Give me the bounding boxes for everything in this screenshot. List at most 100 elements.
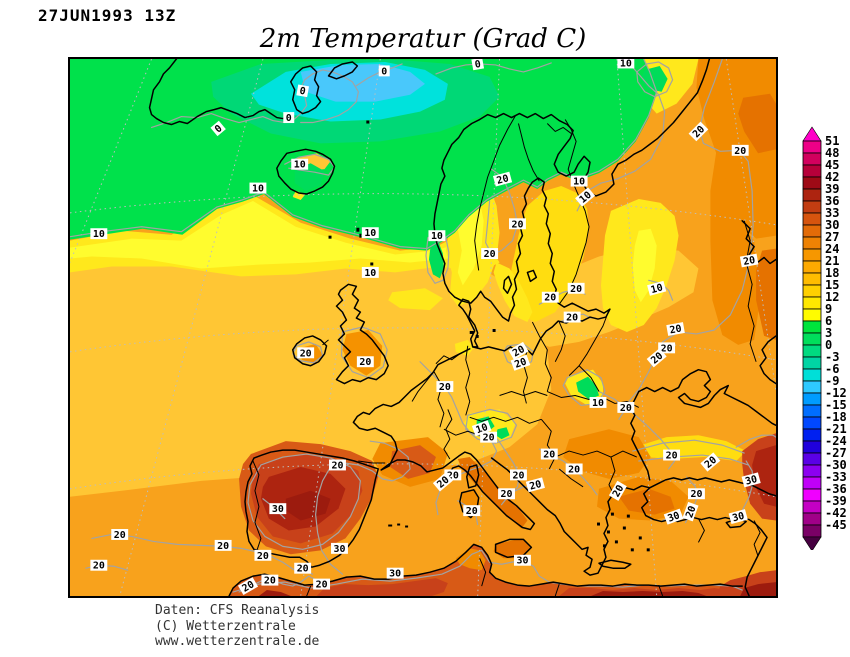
contour-label: 20 <box>90 559 108 572</box>
colorbar-tick: 0 <box>825 338 832 352</box>
svg-text:20: 20 <box>439 382 451 393</box>
colorbar-tick: -36 <box>825 482 847 496</box>
page-title: 2m Temperatur (Grad C) <box>259 24 587 54</box>
contour-label: 20 <box>541 291 559 304</box>
colorbar-band <box>802 236 822 250</box>
svg-text:20: 20 <box>297 564 309 575</box>
svg-text:10: 10 <box>431 231 443 242</box>
contour-label: 10 <box>361 266 379 279</box>
contour-label: 10 <box>647 280 667 296</box>
contour-label: 20 <box>254 549 272 562</box>
svg-text:20: 20 <box>332 460 344 471</box>
colorbar-tick: -21 <box>825 422 847 436</box>
colorbar-band <box>802 200 822 214</box>
contour-label: 20 <box>563 311 581 324</box>
colorbar-band <box>802 272 822 286</box>
contour-label: 20 <box>313 578 331 591</box>
svg-text:30: 30 <box>389 569 401 580</box>
colorbar-tick: -12 <box>825 386 847 400</box>
contour-label: 20 <box>510 469 527 481</box>
svg-text:30: 30 <box>333 544 345 555</box>
colorbar-tick: 24 <box>825 242 839 256</box>
contour-label: 20 <box>492 171 513 187</box>
contour-label: 20 <box>663 449 681 462</box>
contour-label: 10 <box>617 59 635 69</box>
colorbar-tick: 12 <box>825 290 839 304</box>
colorbar-band <box>802 296 822 310</box>
contour-label: 20 <box>567 282 585 295</box>
svg-text:20: 20 <box>93 561 105 572</box>
colorbar-band <box>802 392 822 406</box>
colorbar-band <box>802 500 822 514</box>
contour-label: 20 <box>498 488 515 500</box>
colorbar-tick: -39 <box>825 494 847 508</box>
contour-label: 20 <box>617 401 635 414</box>
colorbar-tick: 33 <box>825 206 839 220</box>
contour-label: 20 <box>540 448 558 461</box>
svg-text:20: 20 <box>566 313 578 324</box>
contour-label: 30 <box>741 472 761 488</box>
svg-text:20: 20 <box>513 356 528 370</box>
colorbar-tick: 42 <box>825 170 839 184</box>
contour-label: 20 <box>731 144 749 157</box>
svg-text:20: 20 <box>734 146 746 157</box>
svg-text:10: 10 <box>592 398 604 409</box>
colorbar-band <box>802 464 822 478</box>
svg-text:10: 10 <box>650 282 664 296</box>
svg-text:10: 10 <box>573 177 585 188</box>
svg-text:20: 20 <box>316 580 328 591</box>
attribution-source: Daten: CFS Reanalysis <box>155 603 320 618</box>
temperature-fill-regions <box>70 59 776 596</box>
svg-text:20: 20 <box>359 357 371 368</box>
contour-label: 10 <box>90 228 108 240</box>
contour-label: 10 <box>361 227 379 239</box>
colorbar-band <box>802 344 822 358</box>
attribution: Daten: CFS Reanalysis (C) Wetterzentrale… <box>155 603 319 650</box>
attribution-url: www.wetterzentrale.de <box>155 634 320 649</box>
contour-label: 20 <box>739 253 759 268</box>
contour-label: 20 <box>565 463 583 475</box>
colorbar-arrow-bottom <box>802 536 822 550</box>
svg-text:20: 20 <box>611 483 627 499</box>
colorbar-tick: 39 <box>825 182 839 196</box>
contour-label: 20 <box>682 501 699 522</box>
colorbar-band <box>802 524 822 538</box>
contour-label: 20 <box>329 459 346 471</box>
colorbar-tick: 21 <box>825 254 839 268</box>
colorbar-tick: 15 <box>825 278 839 292</box>
svg-text:10: 10 <box>93 229 105 240</box>
contour-label: 10 <box>291 158 309 171</box>
svg-text:20: 20 <box>241 579 257 594</box>
colorbar-tick: -3 <box>825 350 839 364</box>
svg-text:20: 20 <box>511 219 523 230</box>
colorbar-band <box>802 152 822 166</box>
colorbar-tick: -45 <box>825 518 847 532</box>
svg-text:20: 20 <box>620 403 632 414</box>
contour-label: 20 <box>509 218 526 230</box>
contour-label-layer: 0000010101010101010101010101020202020202… <box>90 59 761 596</box>
colorbar-tick: 48 <box>825 146 839 160</box>
svg-text:20: 20 <box>114 530 126 541</box>
colorbar-band <box>802 248 822 262</box>
colorbar-band <box>802 488 822 502</box>
svg-text:20: 20 <box>257 551 269 562</box>
svg-text:20: 20 <box>544 293 556 304</box>
svg-text:30: 30 <box>666 510 681 524</box>
svg-text:10: 10 <box>364 228 376 239</box>
colorbar-tick: -18 <box>825 410 847 424</box>
svg-text:30: 30 <box>731 511 745 525</box>
contour-label: 0 <box>210 120 226 137</box>
svg-text:20: 20 <box>511 344 527 359</box>
svg-text:20: 20 <box>684 504 698 519</box>
svg-text:20: 20 <box>666 451 678 462</box>
colorbar-tick: -30 <box>825 458 847 472</box>
svg-text:30: 30 <box>516 556 528 567</box>
colorbar-band <box>802 260 822 274</box>
contour-label: 30 <box>331 542 348 555</box>
temperature-map: 0000010101010101010101010101020202020202… <box>70 59 776 596</box>
svg-text:20: 20 <box>570 284 582 295</box>
svg-text:20: 20 <box>528 479 542 493</box>
colorbar-tick: 36 <box>825 194 839 208</box>
colorbar-band <box>802 356 822 370</box>
colorbar-band <box>802 308 822 322</box>
